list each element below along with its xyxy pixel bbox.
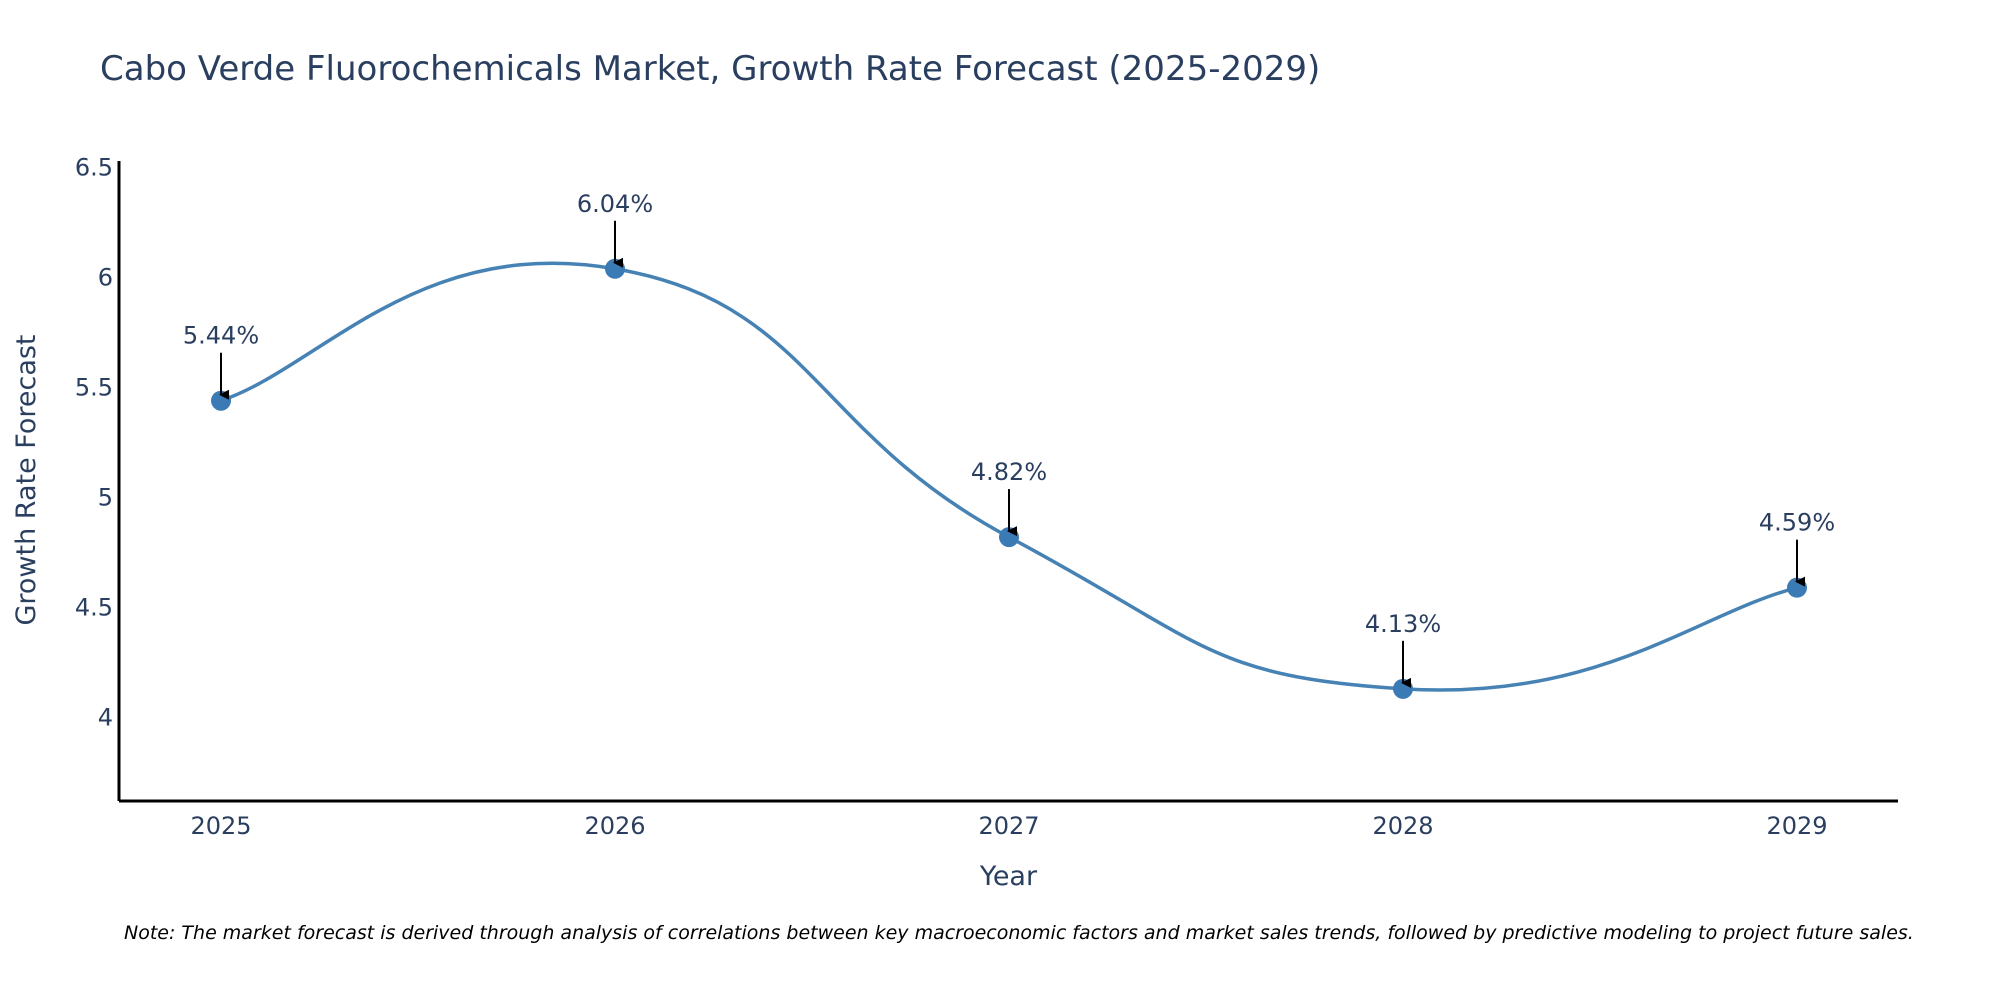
- y-tick-labels: 4 4.5 5 5.5 6 6.5: [75, 154, 113, 732]
- x-tick-label: 2025: [190, 812, 251, 840]
- x-tick-label: 2027: [978, 812, 1039, 840]
- data-label: 5.44%: [183, 322, 259, 350]
- data-label: 4.59%: [1759, 509, 1835, 537]
- footnote: Note: The market forecast is derived thr…: [124, 922, 1914, 944]
- data-label: 6.04%: [577, 190, 653, 218]
- y-tick-label: 4.5: [75, 593, 113, 621]
- y-tick-label: 6.5: [75, 154, 113, 182]
- chart-axes: [117, 161, 1898, 803]
- y-tick-label: 6: [98, 264, 113, 292]
- x-tick-label: 2028: [1372, 812, 1433, 840]
- data-label: 4.13%: [1365, 610, 1441, 638]
- chart-title: Cabo Verde Fluorochemicals Market, Growt…: [100, 49, 1320, 89]
- y-tick-label: 4: [98, 703, 113, 731]
- x-tick-label: 2029: [1766, 812, 1827, 840]
- x-tick-label: 2026: [584, 812, 645, 840]
- data-label-annotations: 5.44% 6.04% 4.82% 4.13% 4.59%: [183, 190, 1835, 688]
- y-tick-label: 5.5: [75, 374, 113, 402]
- y-axis-title: Growth Rate Forecast: [11, 334, 42, 625]
- x-tick-labels: 2025 2026 2027 2028 2029: [190, 812, 1827, 840]
- growth-rate-line: [220, 261, 1798, 692]
- data-label: 4.82%: [971, 458, 1047, 486]
- x-axis-title: Year: [979, 861, 1038, 892]
- y-tick-label: 5: [98, 483, 113, 511]
